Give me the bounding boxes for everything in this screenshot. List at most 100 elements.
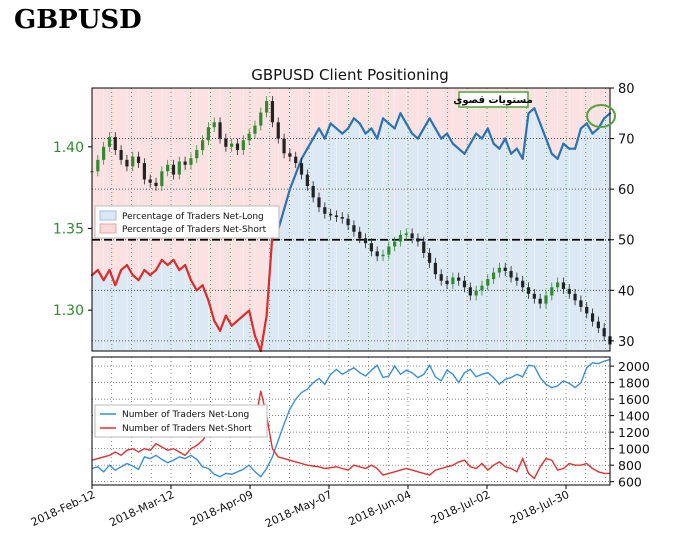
net-long-area-slice <box>153 270 160 351</box>
net-long-area-slice <box>281 209 288 351</box>
positioning-line-segment <box>492 142 501 150</box>
net-short-area-slice <box>444 88 451 134</box>
price-candle-body <box>550 287 554 296</box>
net-long-area-slice <box>374 138 381 351</box>
date-axis-tick-label: 2018-Jul-30 <box>508 488 571 527</box>
positioning-line-segment <box>364 127 373 135</box>
price-candle-body <box>480 285 484 291</box>
price-candle-body <box>183 161 187 165</box>
positioning-line-segment <box>405 122 414 135</box>
net-short-area-slice <box>269 88 276 235</box>
net-short-area-slice <box>129 88 137 276</box>
price-candle-body <box>171 164 176 175</box>
price-candle-body <box>352 225 356 232</box>
positioning-line-segment <box>498 137 507 150</box>
price-axis-tick-label: 1.30 <box>53 303 84 319</box>
positioning-line-segment <box>236 314 245 322</box>
positioning-line-segment <box>411 132 420 140</box>
positioning-line-segment <box>108 268 117 287</box>
net-long-area-slice <box>560 143 567 351</box>
positioning-line-segment <box>125 263 134 277</box>
positioning-line-segment <box>189 279 198 292</box>
positioning-line-segment <box>131 274 140 282</box>
positioning-line-segment <box>445 132 454 145</box>
price-candle-body <box>585 306 589 314</box>
price-candle-body <box>468 287 472 296</box>
count-axis-tick-label: 2000 <box>618 359 650 374</box>
positioning-line-segment <box>550 152 559 160</box>
count-axis-tick-label: 1200 <box>618 425 650 440</box>
positioning-line-segment <box>207 299 216 322</box>
date-axis-tick-label: 2018-Mar-12 <box>107 488 176 529</box>
net-short-area-slice <box>246 88 253 311</box>
positioning-line-segment <box>312 127 321 140</box>
net-long-area-slice <box>537 123 544 351</box>
price-candle-body <box>393 241 397 247</box>
positioning-line-segment <box>527 107 536 115</box>
legend-label-net-short-count: Number of Traders Net-Short <box>122 424 252 434</box>
net-long-area-slice <box>502 138 509 351</box>
positioning-line-segment <box>288 172 297 191</box>
net-short-area-slice <box>362 88 369 134</box>
count-axis-tick-label: 1000 <box>618 442 650 457</box>
net-short-area-slice <box>118 88 125 271</box>
positioning-line-segment <box>509 147 518 155</box>
trader-count-legend: Number of Traders Net-Long Number of Tra… <box>94 404 268 438</box>
net-short-area-slice <box>234 88 241 321</box>
net-long-area-slice <box>129 275 137 351</box>
net-short-area-slice <box>560 88 567 144</box>
positioning-line-segment <box>381 117 390 125</box>
price-candle-body <box>451 277 455 285</box>
price-candle-body <box>422 241 426 253</box>
price-candle-body <box>363 238 368 244</box>
net-short-area-slice <box>374 88 381 139</box>
price-candle-body <box>521 280 525 288</box>
price-candle-body <box>457 277 461 281</box>
price-candle-body <box>340 217 344 219</box>
price-candle-body <box>358 231 362 239</box>
net-long-area-slice <box>607 113 610 351</box>
positioning-line-segment <box>242 309 251 317</box>
positioning-line-segment <box>201 284 210 302</box>
trader-count-panel <box>92 357 610 485</box>
net-short-area-slice <box>199 88 206 286</box>
net-long-area-slice <box>118 270 125 351</box>
legend-label-net-long-count: Number of Traders Net-Long <box>122 410 249 420</box>
net-long-area-slice <box>513 148 521 351</box>
net-long-area-slice <box>222 315 230 351</box>
positioning-line-segment <box>253 334 262 353</box>
positioning-line-segment <box>399 112 408 125</box>
net-long-area-slice <box>385 123 393 351</box>
net-long-area-slice <box>455 148 463 351</box>
price-candle-body <box>299 163 304 175</box>
legend-label-net-long: Percentage of Traders Net-Long <box>122 212 264 222</box>
price-candle-body <box>294 156 298 164</box>
net-short-area-slice <box>607 88 610 114</box>
positioning-line-segment <box>457 147 466 155</box>
price-axis-tick-label: 1.35 <box>53 221 84 237</box>
price-candle-body <box>224 138 228 147</box>
positioning-line-segment <box>265 233 274 317</box>
net-short-area-slice <box>420 88 428 129</box>
positioning-line-segment <box>434 127 443 140</box>
extreme-levels-annotation: مستويات قصوى <box>453 91 616 128</box>
positioning-line-segment <box>486 127 495 145</box>
net-short-area-slice <box>222 88 230 316</box>
positioning-line-segment <box>416 127 425 140</box>
price-candle-body <box>439 274 443 281</box>
net-long-area-slice <box>164 265 172 351</box>
price-candle-body <box>195 150 199 159</box>
positioning-line-segment <box>469 132 478 145</box>
price-candle-body <box>491 272 496 280</box>
net-long-count-line <box>92 358 610 478</box>
price-candle-body <box>509 270 513 278</box>
net-short-area-slice <box>537 88 544 124</box>
positioning-line-segment <box>533 107 542 125</box>
positioning-line-segment <box>259 314 268 353</box>
price-candle-body <box>474 290 478 296</box>
net-short-area-slice <box>304 88 311 149</box>
positioning-line-segment <box>306 137 315 150</box>
positioning-line-segment <box>335 127 344 135</box>
positioning-line-segment <box>504 137 513 155</box>
